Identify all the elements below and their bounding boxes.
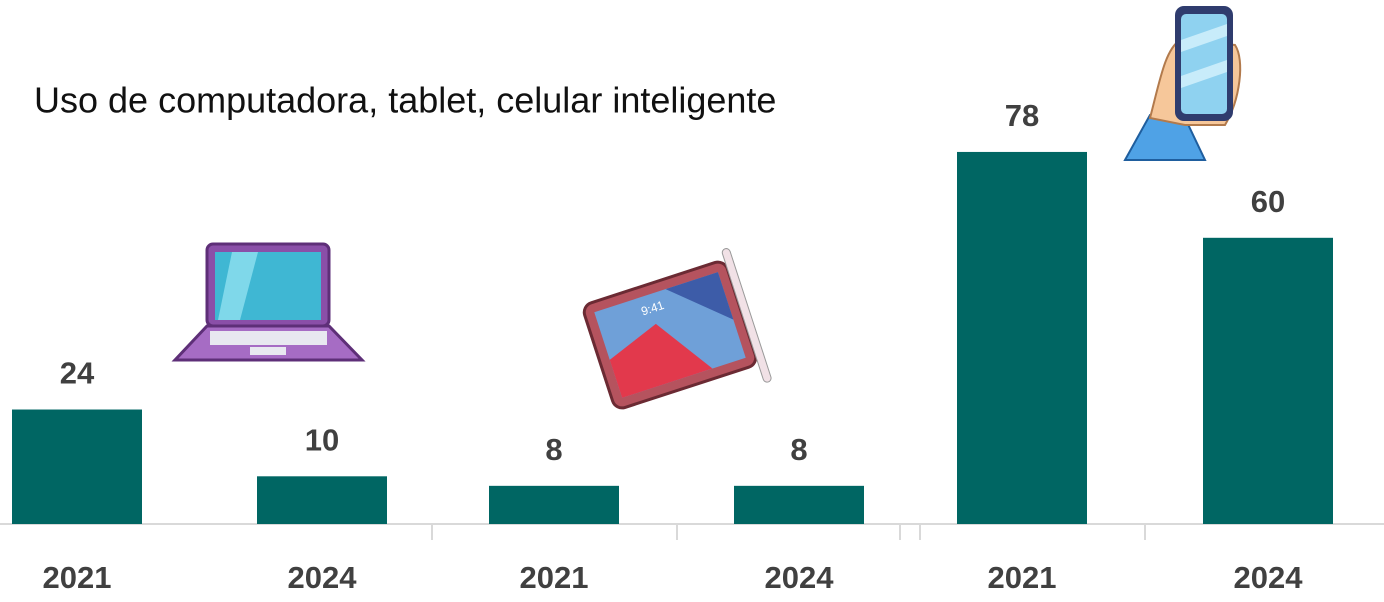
value-label: 8: [790, 432, 807, 467]
value-label: 24: [60, 356, 95, 391]
laptop-icon: [171, 242, 366, 362]
bar: [734, 485, 864, 524]
bar: [489, 485, 619, 524]
chart-title: Uso de computadora, tablet, celular inte…: [34, 80, 776, 121]
bar: [12, 409, 142, 524]
bar: [957, 151, 1087, 524]
x-tick-label: 2021: [43, 560, 112, 595]
value-label: 60: [1251, 184, 1285, 219]
x-tick-label: 2024: [288, 560, 358, 595]
tablet-icon: 9:41: [582, 248, 772, 410]
x-tick-label: 2021: [520, 560, 589, 595]
bar: [1203, 237, 1333, 525]
x-tick-label: 2024: [765, 560, 835, 595]
value-label: 10: [305, 422, 339, 457]
x-axis: [0, 523, 1384, 540]
svg-text:9:41: 9:41: [639, 298, 666, 319]
bar: [257, 476, 387, 524]
value-label: 8: [545, 432, 562, 467]
x-tick-label: 2021: [988, 560, 1057, 595]
value-label: 78: [1005, 98, 1039, 133]
phone-icon: [1123, 6, 1242, 161]
x-tick-label: 2024: [1234, 560, 1304, 595]
